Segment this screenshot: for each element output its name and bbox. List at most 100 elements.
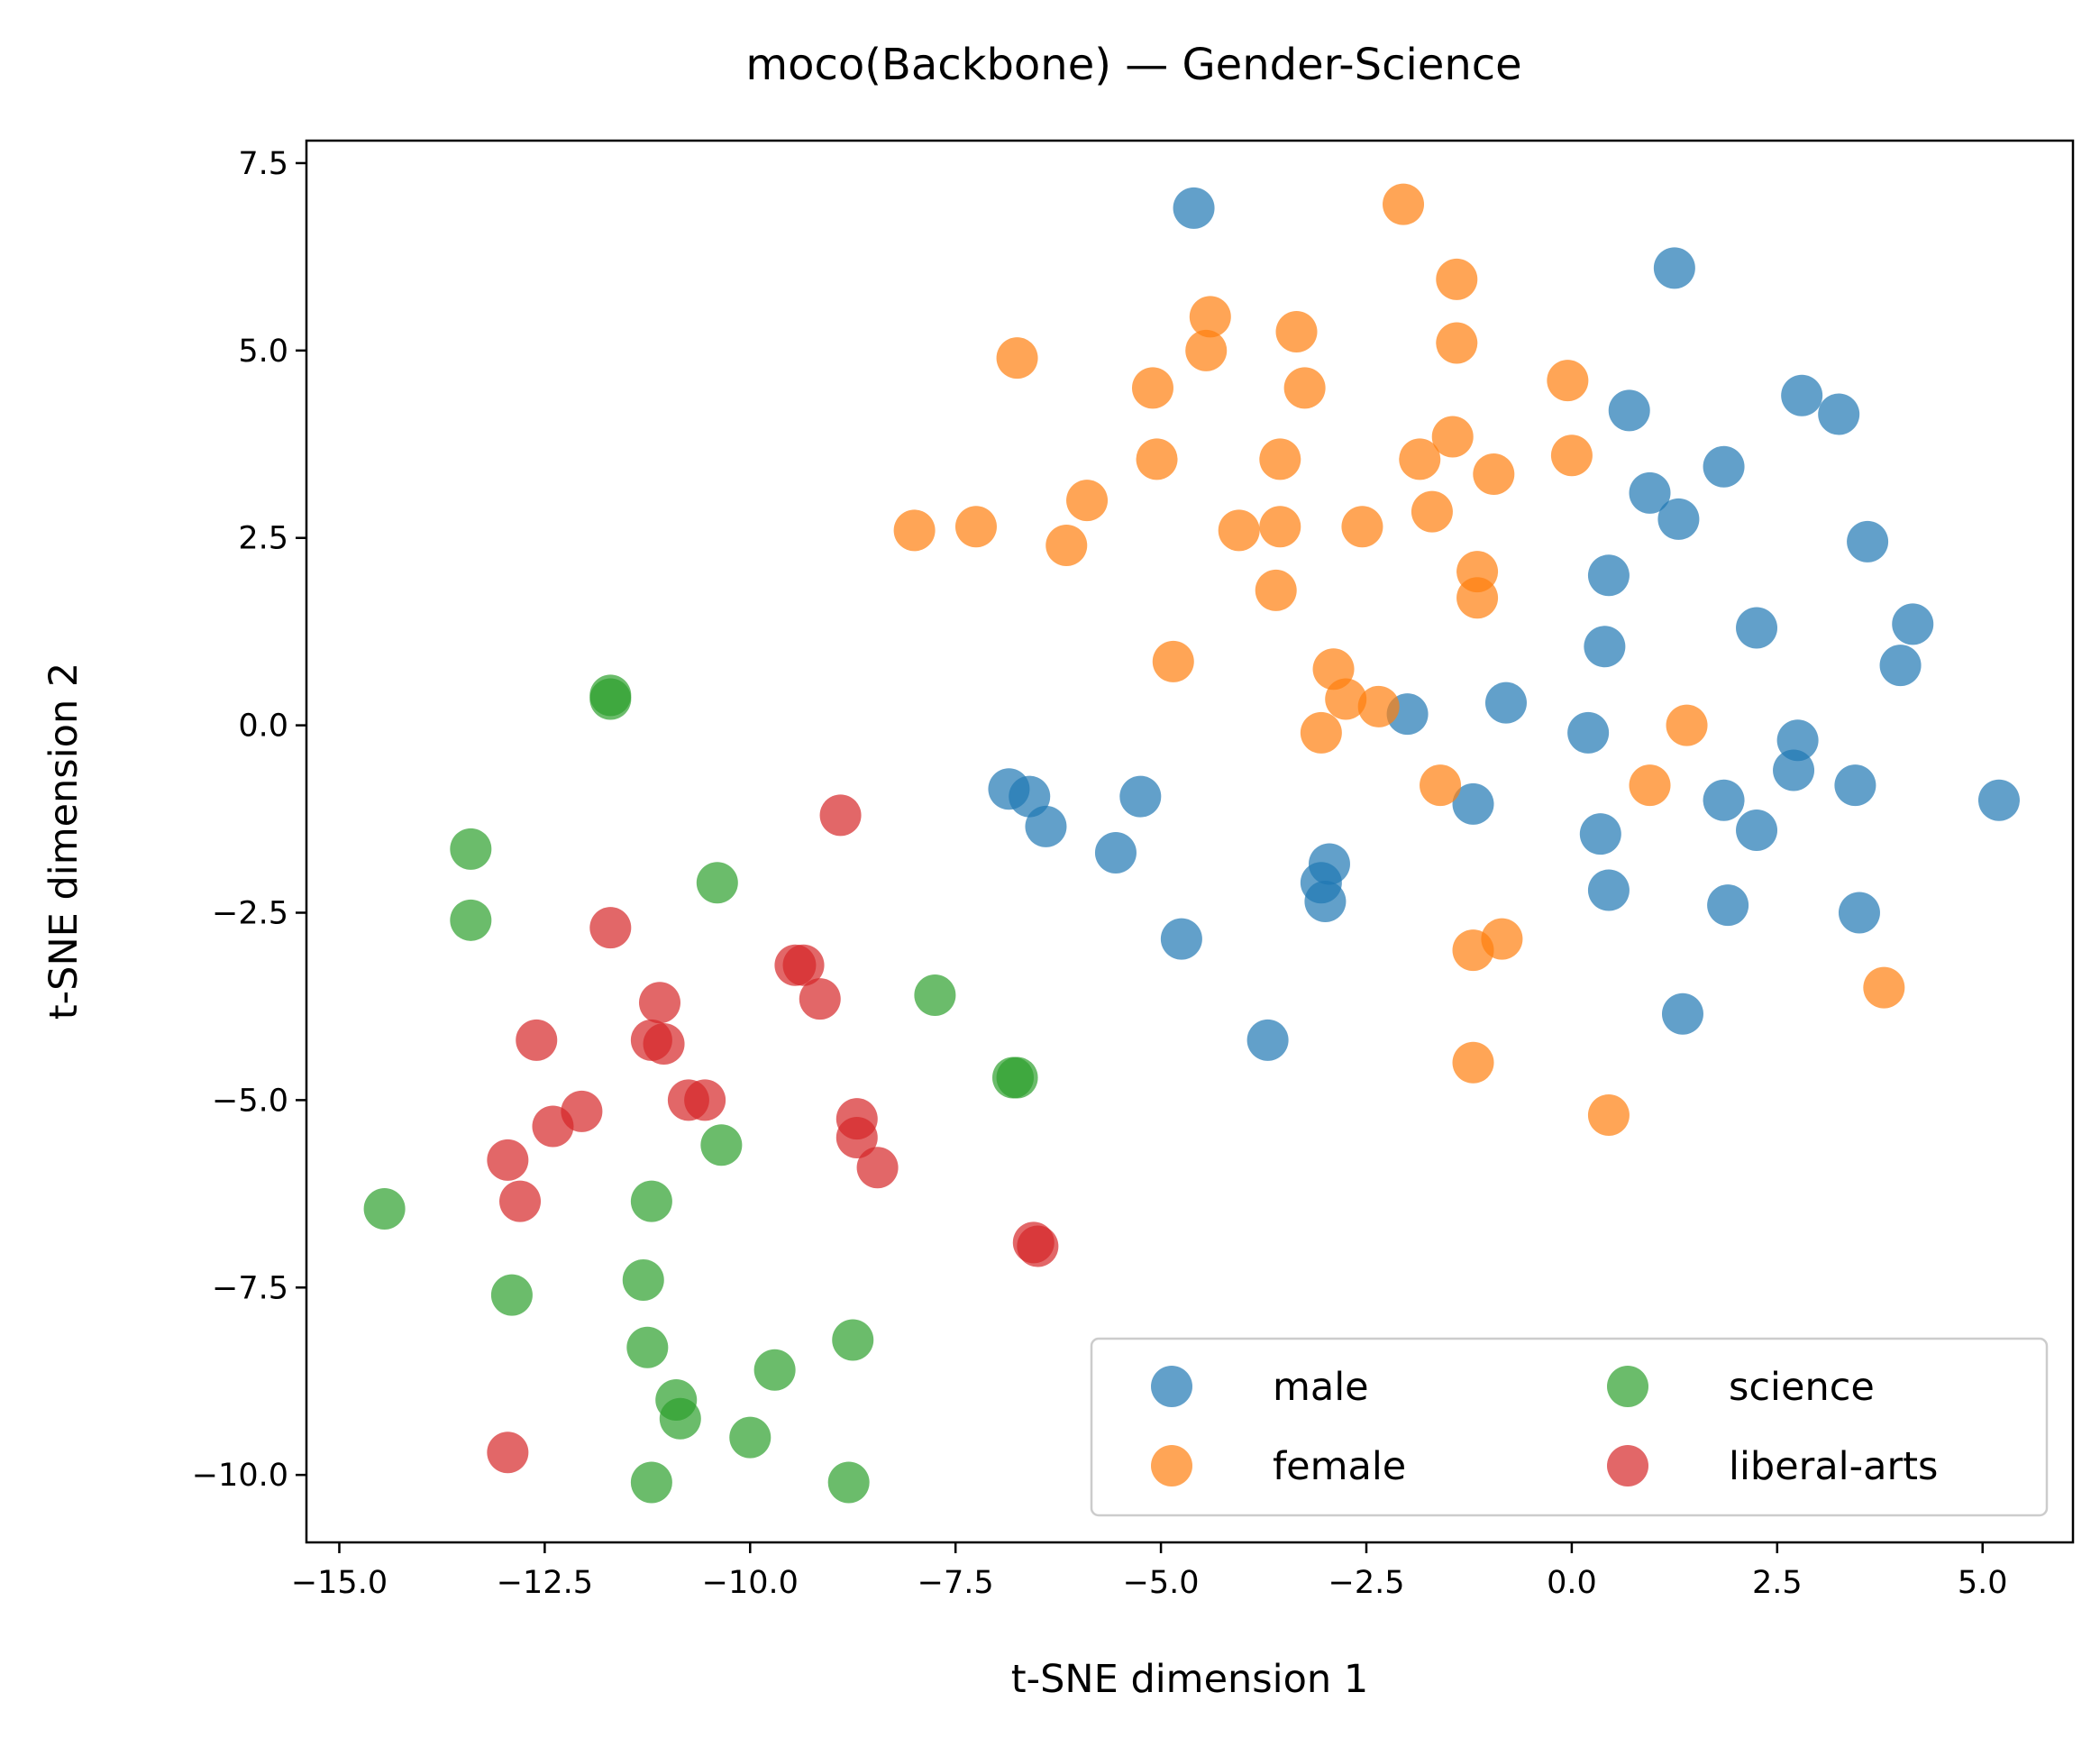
point-liberal-arts [799,978,841,1020]
point-female [1131,367,1173,409]
point-male [1608,389,1650,432]
point-liberal-arts [819,794,862,837]
point-male [1703,445,1745,488]
point-science [696,862,738,904]
point-female [954,506,997,548]
point-liberal-arts [639,982,680,1024]
legend-frame [1090,1337,2049,1517]
point-female [1189,296,1231,338]
point-science [700,1124,743,1166]
chart-title: moco(Backbone) — Gender-Science [745,40,1521,90]
point-male [1094,831,1137,874]
point-male [1119,775,1162,818]
point-female [1259,438,1301,480]
point-male [1246,1019,1289,1061]
point-female [1152,640,1194,682]
point-science [729,1416,772,1459]
point-female [1452,1041,1494,1084]
point-female [1357,685,1400,727]
legend-marker-liberal-arts [1607,1445,1648,1486]
point-liberal-arts [684,1079,726,1121]
point-male [1579,813,1621,855]
point-female [1185,329,1228,371]
point-female [1431,416,1474,458]
point-male [1484,681,1527,724]
point-male [1629,471,1671,514]
point-female [1411,490,1453,533]
point-female [1275,311,1318,353]
point-male [1025,805,1067,847]
x-tick-label: 5.0 [1958,1565,2008,1601]
x-tick-label: −5.0 [1123,1565,1200,1601]
point-female [1587,1094,1630,1137]
x-axis-ticks: −15.0 −12.5 −10.0 −7.5 −5.0 −2.5 0.0 2.5 5.0 [291,1542,2008,1601]
legend-marker-male [1151,1366,1192,1407]
x-tick-label: −2.5 [1328,1565,1405,1601]
point-male [1781,374,1823,416]
point-male [1707,884,1749,927]
y-tick-label: 2.5 [238,521,288,557]
legend-label-female: female [1273,1444,1406,1489]
point-male [1584,626,1626,668]
y-tick-label: −7.5 [212,1270,288,1306]
point-male [1661,992,1703,1035]
point-male [1587,554,1630,597]
point-liberal-arts [782,944,825,986]
point-male [1657,498,1700,540]
point-female [1436,322,1478,364]
point-liberal-arts [835,1116,878,1158]
legend-items: male female science liberal-arts [1151,1365,1938,1489]
y-axis-ticks: −10.0 −7.5 −5.0 −2.5 0.0 2.5 5.0 7.5 [192,146,306,1494]
point-female [1550,434,1593,477]
point-female [1547,360,1589,402]
point-liberal-arts [532,1105,574,1148]
point-female [1300,711,1342,754]
point-male [1977,779,2020,821]
point-female [1629,764,1671,807]
point-science [630,1180,672,1222]
point-liberal-arts [1017,1225,1059,1267]
point-female [1283,367,1326,409]
point-liberal-arts [516,1019,558,1061]
point-science [450,828,492,870]
y-tick-label: −2.5 [212,895,288,931]
x-tick-label: −15.0 [291,1565,388,1601]
x-tick-label: 2.5 [1752,1565,1803,1601]
point-liberal-arts [589,907,632,949]
point-female [1399,438,1441,480]
point-liberal-arts [643,1023,685,1066]
point-female [1136,438,1178,480]
point-science [753,1349,796,1391]
x-tick-label: 0.0 [1547,1565,1597,1601]
scatter-points [363,183,2020,1504]
x-tick-label: −10.0 [702,1565,799,1601]
legend-label-liberal-arts: liberal-arts [1729,1444,1938,1489]
point-female [893,509,936,552]
point-male [1838,892,1880,934]
y-tick-label: −10.0 [192,1458,288,1494]
point-female [1481,918,1523,960]
point-male [1703,779,1745,821]
legend-label-male: male [1273,1365,1369,1410]
point-male [1173,187,1215,229]
point-liberal-arts [856,1147,899,1189]
point-female [1420,764,1462,807]
point-science [914,974,956,1016]
point-male [1847,520,1889,563]
point-liberal-arts [499,1180,542,1222]
point-female [1218,509,1260,552]
point-female [1863,966,1905,1009]
point-science [450,899,492,941]
y-tick-label: −5.0 [212,1083,288,1119]
legend-marker-science [1607,1366,1648,1407]
x-axis-label: t-SNE dimension 1 [1011,1657,1368,1702]
point-male [1773,749,1815,791]
y-tick-label: 0.0 [238,709,288,745]
point-male [1567,711,1610,754]
y-tick-label: 7.5 [238,146,288,182]
point-female [1259,506,1301,548]
point-male [1892,603,1934,645]
point-female [1456,577,1499,619]
point-male [1736,607,1778,649]
